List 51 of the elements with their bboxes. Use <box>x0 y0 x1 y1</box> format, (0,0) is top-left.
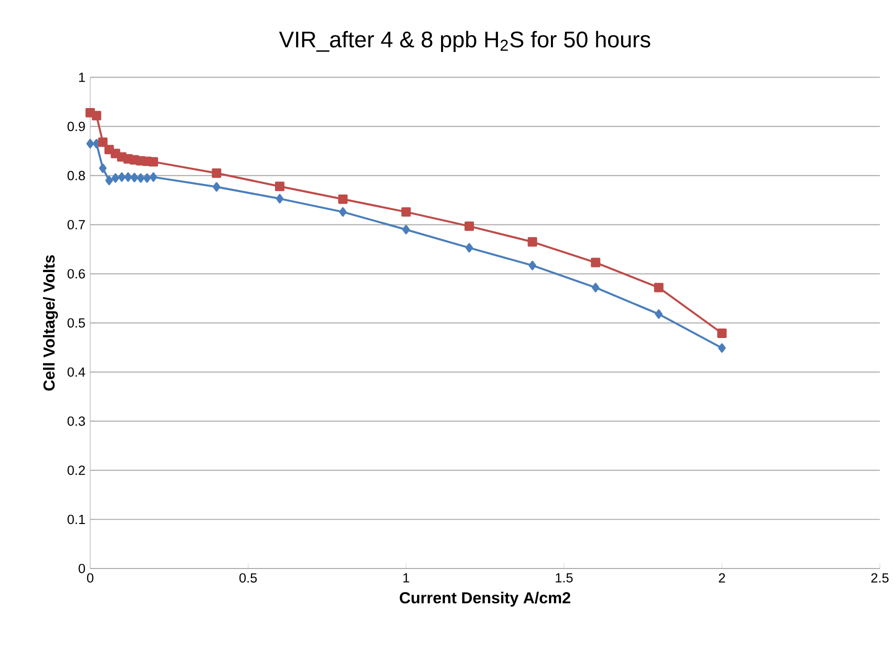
point <box>590 258 600 268</box>
point <box>338 194 348 204</box>
point <box>105 176 113 186</box>
point <box>99 163 107 173</box>
point <box>136 173 145 183</box>
x-tick-label: 1 <box>403 573 410 582</box>
y-tick-label: 0.8 <box>68 170 85 180</box>
y-tick-label: 1 <box>79 72 85 82</box>
point <box>150 172 158 182</box>
point <box>464 221 474 231</box>
y-tick-label: 0.9 <box>68 122 85 131</box>
point <box>528 237 538 246</box>
x-tick-label: 0 <box>87 573 94 582</box>
point <box>654 309 663 319</box>
chart-title: VIR_after 4 & 8 ppb H$_{2}$S for 50 hours <box>279 30 650 52</box>
x-tick-label: 2.5 <box>871 573 889 582</box>
point <box>212 182 220 192</box>
y-tick-label: 0.5 <box>68 318 85 328</box>
point <box>118 172 126 182</box>
x-axis-title: Current Density A/cm2 <box>400 592 570 606</box>
point <box>717 328 727 338</box>
point <box>92 110 102 120</box>
y-axis-title: Cell Voltage/ Volts <box>43 255 58 390</box>
point <box>465 242 474 252</box>
point <box>98 137 108 147</box>
point <box>86 138 94 148</box>
point <box>339 207 347 216</box>
point <box>592 282 600 292</box>
y-tick-label: 0.2 <box>68 465 85 475</box>
point <box>402 224 410 234</box>
point <box>143 173 151 183</box>
y-tick-label: 0.7 <box>68 220 85 230</box>
point <box>148 156 158 166</box>
point <box>276 194 284 204</box>
point <box>528 260 536 270</box>
point <box>212 168 222 178</box>
point <box>124 172 132 182</box>
point <box>401 207 411 216</box>
point <box>112 173 120 183</box>
point <box>130 172 138 182</box>
point <box>654 282 664 292</box>
point <box>718 343 726 353</box>
y-tick-label: 0.4 <box>68 367 86 377</box>
y-tick-label: 0.6 <box>68 268 85 278</box>
y-tick-label: 0.3 <box>68 416 85 426</box>
x-tick-label: 1.5 <box>556 573 573 582</box>
point <box>275 182 284 191</box>
x-tick-label: 0.5 <box>239 573 257 582</box>
x-tick-label: 2 <box>718 573 725 582</box>
y-tick-label: 0 <box>78 564 85 574</box>
y-tick-label: 0.1 <box>68 514 85 524</box>
